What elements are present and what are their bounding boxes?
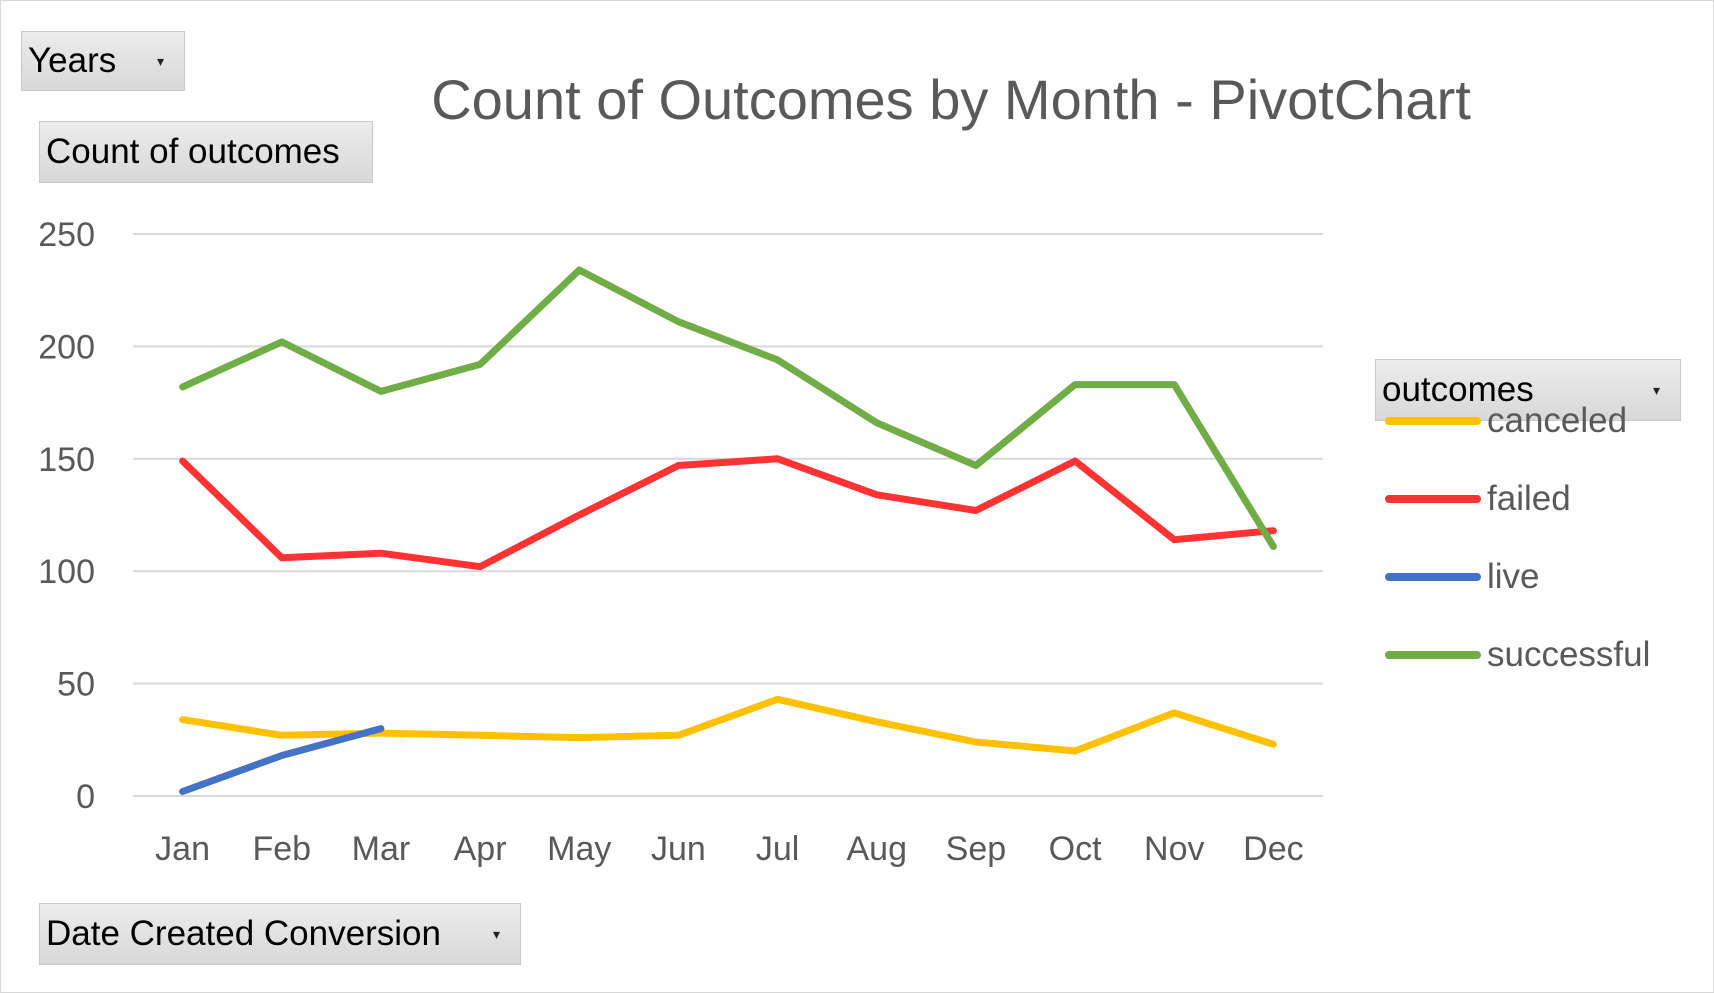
axis-field-button[interactable]: Date Created Conversion ▾ <box>39 903 521 965</box>
legend-label: failed <box>1487 479 1571 518</box>
x-tick-label: Aug <box>847 830 908 868</box>
y-tick-label: 250 <box>38 216 95 254</box>
x-tick-label: Jan <box>155 830 210 868</box>
legend-item-failed[interactable]: failed <box>1385 479 1571 519</box>
x-tick-label: Nov <box>1144 830 1204 868</box>
x-tick-label: Dec <box>1243 830 1303 868</box>
legend-item-successful[interactable]: successful <box>1385 635 1650 675</box>
dropdown-arrow-icon: ▾ <box>156 52 164 69</box>
legend-item-canceled[interactable]: canceled <box>1385 401 1627 441</box>
value-field-button[interactable]: Count of outcomes <box>39 121 373 183</box>
series-line-failed[interactable] <box>179 455 1277 571</box>
legend-item-live[interactable]: live <box>1385 557 1540 597</box>
chart-title: Count of Outcomes by Month - PivotChart <box>431 68 1471 131</box>
y-tick-label: 200 <box>38 328 95 366</box>
y-tick-label: 150 <box>38 441 95 479</box>
dropdown-arrow-icon: ▾ <box>492 925 500 942</box>
x-tick-label: Mar <box>352 830 411 868</box>
legend-swatch <box>1385 417 1481 425</box>
x-tick-label: Apr <box>454 830 507 868</box>
series-line-successful[interactable] <box>179 266 1277 550</box>
years-filter-label: Years <box>28 41 117 80</box>
series-line-live[interactable] <box>179 725 385 795</box>
legend-swatch <box>1385 495 1481 503</box>
value-field-label: Count of outcomes <box>46 132 340 171</box>
series-line-canceled[interactable] <box>179 695 1277 755</box>
y-tick-label: 0 <box>76 778 95 816</box>
legend-label: canceled <box>1487 401 1628 440</box>
x-tick-label: Feb <box>252 830 311 868</box>
years-filter-button[interactable]: Years ▾ <box>21 31 185 91</box>
legend-label: successful <box>1487 635 1651 674</box>
legend-field-label: outcomes <box>1382 370 1534 409</box>
x-tick-label: May <box>547 830 611 868</box>
axis-field-label: Date Created Conversion <box>46 914 441 953</box>
y-tick-label: 100 <box>38 553 95 591</box>
legend-field-button[interactable]: outcomes ▾ <box>1375 359 1681 421</box>
legend-swatch <box>1385 651 1481 659</box>
legend-swatch <box>1385 573 1481 581</box>
x-tick-label: Jul <box>756 830 799 868</box>
x-tick-label: Oct <box>1049 830 1102 868</box>
y-tick-label: 50 <box>57 666 95 704</box>
x-tick-label: Jun <box>651 830 706 868</box>
legend-label: live <box>1487 557 1540 596</box>
x-tick-label: Sep <box>946 830 1007 868</box>
dropdown-arrow-icon: ▾ <box>1652 381 1660 398</box>
